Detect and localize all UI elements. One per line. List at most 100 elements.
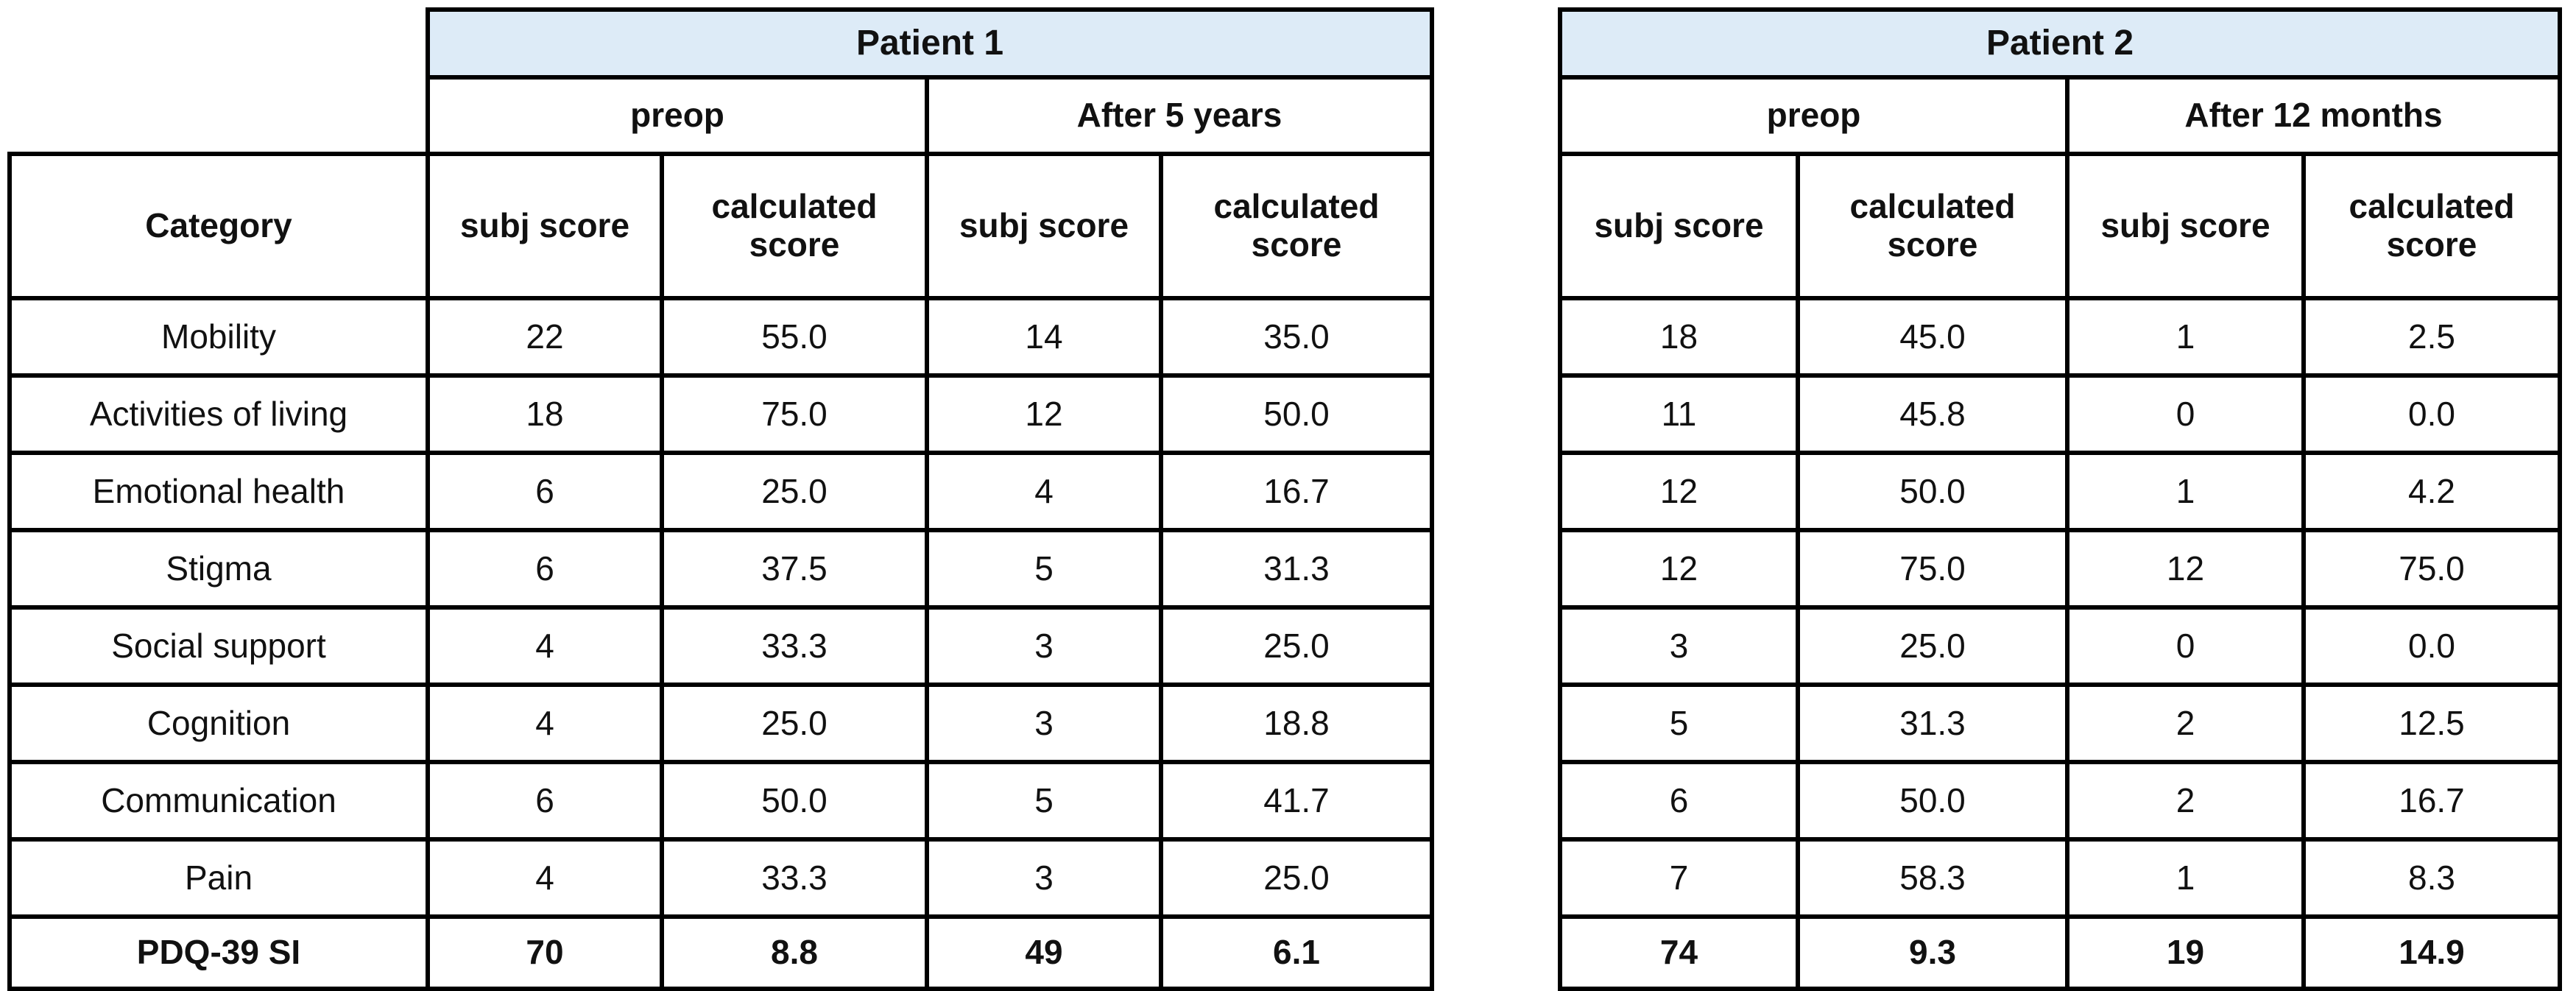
table-row: Emotional health 6 25.0 4 16.7	[7, 451, 1434, 532]
score-cell: 55.0	[660, 296, 929, 378]
score-cell: 19	[2065, 914, 2306, 991]
table-row: 5 31.3 2 12.5	[1558, 683, 2562, 764]
score-cell: 1	[2065, 296, 2306, 378]
score-cell: 50.0	[660, 760, 929, 842]
patient-1-period-row: preop After 5 years	[10, 75, 1434, 156]
score-cell: 9.3	[1796, 914, 2069, 991]
category-cell: Emotional health	[7, 451, 430, 532]
patient-2-period-after: After 12 months	[2065, 75, 2562, 156]
score-cell: 7	[1558, 837, 1800, 919]
table-row: 12 50.0 1 4.2	[1558, 451, 2562, 532]
score-cell: 35.0	[1159, 296, 1434, 378]
column-header-subj-score: subj score	[2065, 152, 2306, 300]
column-header-subj-score: subj score	[426, 152, 664, 300]
score-cell: 45.8	[1796, 373, 2069, 455]
score-cell: 75.0	[2301, 528, 2562, 610]
category-cell: Mobility	[7, 296, 430, 378]
score-cell: 74	[1558, 914, 1800, 991]
category-cell: Activities of living	[7, 373, 430, 455]
category-header: Category	[7, 152, 430, 300]
score-cell: 75.0	[1796, 528, 2069, 610]
score-cell: 37.5	[660, 528, 929, 610]
score-cell: 0	[2065, 373, 2306, 455]
total-label: PDQ-39 SI	[7, 914, 430, 991]
score-cell: 2.5	[2301, 296, 2562, 378]
score-cell: 0.0	[2301, 373, 2562, 455]
score-cell: 12	[1558, 451, 1800, 532]
patient-2-title: Patient 2	[1558, 7, 2562, 80]
patient-2-period-row: preop After 12 months	[1558, 75, 2562, 156]
score-cell: 3	[1558, 605, 1800, 687]
patient-1-period-after: After 5 years	[925, 75, 1434, 156]
category-cell: Communication	[7, 760, 430, 842]
table-row: 12 75.0 12 75.0	[1558, 528, 2562, 610]
table-row: 7 58.3 1 8.3	[1558, 837, 2562, 919]
table-row: Stigma 6 37.5 5 31.3	[7, 528, 1434, 610]
score-cell: 31.3	[1796, 683, 2069, 764]
score-cell: 33.3	[660, 837, 929, 919]
table-row: Activities of living 18 75.0 12 50.0	[7, 373, 1434, 455]
score-cell: 1	[2065, 837, 2306, 919]
column-header-calculated-score: calculated score	[1159, 152, 1434, 300]
score-cell: 12	[2065, 528, 2306, 610]
score-cell: 25.0	[660, 683, 929, 764]
score-cell: 58.3	[1796, 837, 2069, 919]
table-row: Pain 4 33.3 3 25.0	[7, 837, 1434, 919]
score-cell: 3	[925, 605, 1163, 687]
table-row: 18 45.0 1 2.5	[1558, 296, 2562, 378]
patient-2-table: Patient 2 preop After 12 months subj sco…	[1558, 7, 2562, 991]
score-cell: 12	[1558, 528, 1800, 610]
score-cell: 3	[925, 683, 1163, 764]
score-cell: 25.0	[1159, 605, 1434, 687]
patient-1-title: Patient 1	[426, 7, 1434, 80]
patient-2-period-preop: preop	[1558, 75, 2069, 156]
table-row: 3 25.0 0 0.0	[1558, 605, 2562, 687]
score-cell: 5	[1558, 683, 1800, 764]
score-cell: 5	[925, 528, 1163, 610]
category-cell: Social support	[7, 605, 430, 687]
score-cell: 4.2	[2301, 451, 2562, 532]
column-header-subj-score: subj score	[1558, 152, 1800, 300]
score-cell: 70	[426, 914, 664, 991]
score-cell: 5	[925, 760, 1163, 842]
score-cell: 6.1	[1159, 914, 1434, 991]
score-cell: 22	[426, 296, 664, 378]
score-cell: 14.9	[2301, 914, 2562, 991]
table-row: Mobility 22 55.0 14 35.0	[7, 296, 1434, 378]
score-cell: 50.0	[1159, 373, 1434, 455]
table-row: Social support 4 33.3 3 25.0	[7, 605, 1434, 687]
score-cell: 11	[1558, 373, 1800, 455]
score-cell: 12.5	[2301, 683, 2562, 764]
table-row: 11 45.8 0 0.0	[1558, 373, 2562, 455]
score-cell: 18	[426, 373, 664, 455]
spacer-cell	[10, 77, 428, 154]
score-cell: 8.3	[2301, 837, 2562, 919]
score-cell: 33.3	[660, 605, 929, 687]
table-row: 6 50.0 2 16.7	[1558, 760, 2562, 842]
score-cell: 3	[925, 837, 1163, 919]
category-cell: Pain	[7, 837, 430, 919]
score-cell: 0.0	[2301, 605, 2562, 687]
score-cell: 18	[1558, 296, 1800, 378]
score-cell: 4	[426, 837, 664, 919]
score-cell: 16.7	[2301, 760, 2562, 842]
total-row: PDQ-39 SI 70 8.8 49 6.1	[7, 914, 1434, 991]
score-cell: 50.0	[1796, 760, 2069, 842]
column-header-subj-score: subj score	[925, 152, 1163, 300]
table-row: Cognition 4 25.0 3 18.8	[7, 683, 1434, 764]
score-cell: 4	[426, 683, 664, 764]
patient-2-title-row: Patient 2	[1558, 7, 2562, 80]
score-cell: 75.0	[660, 373, 929, 455]
score-cell: 2	[2065, 760, 2306, 842]
score-cell: 25.0	[1796, 605, 2069, 687]
score-cell: 14	[925, 296, 1163, 378]
column-header-calculated-score: calculated score	[1796, 152, 2069, 300]
score-cell: 6	[426, 451, 664, 532]
patient-1-table: Patient 1 preop After 5 years Category s…	[7, 7, 1434, 991]
patient-1-period-preop: preop	[426, 75, 929, 156]
table-row: Communication 6 50.0 5 41.7	[7, 760, 1434, 842]
score-cell: 6	[426, 528, 664, 610]
score-cell: 41.7	[1159, 760, 1434, 842]
score-cell: 2	[2065, 683, 2306, 764]
score-cell: 4	[925, 451, 1163, 532]
